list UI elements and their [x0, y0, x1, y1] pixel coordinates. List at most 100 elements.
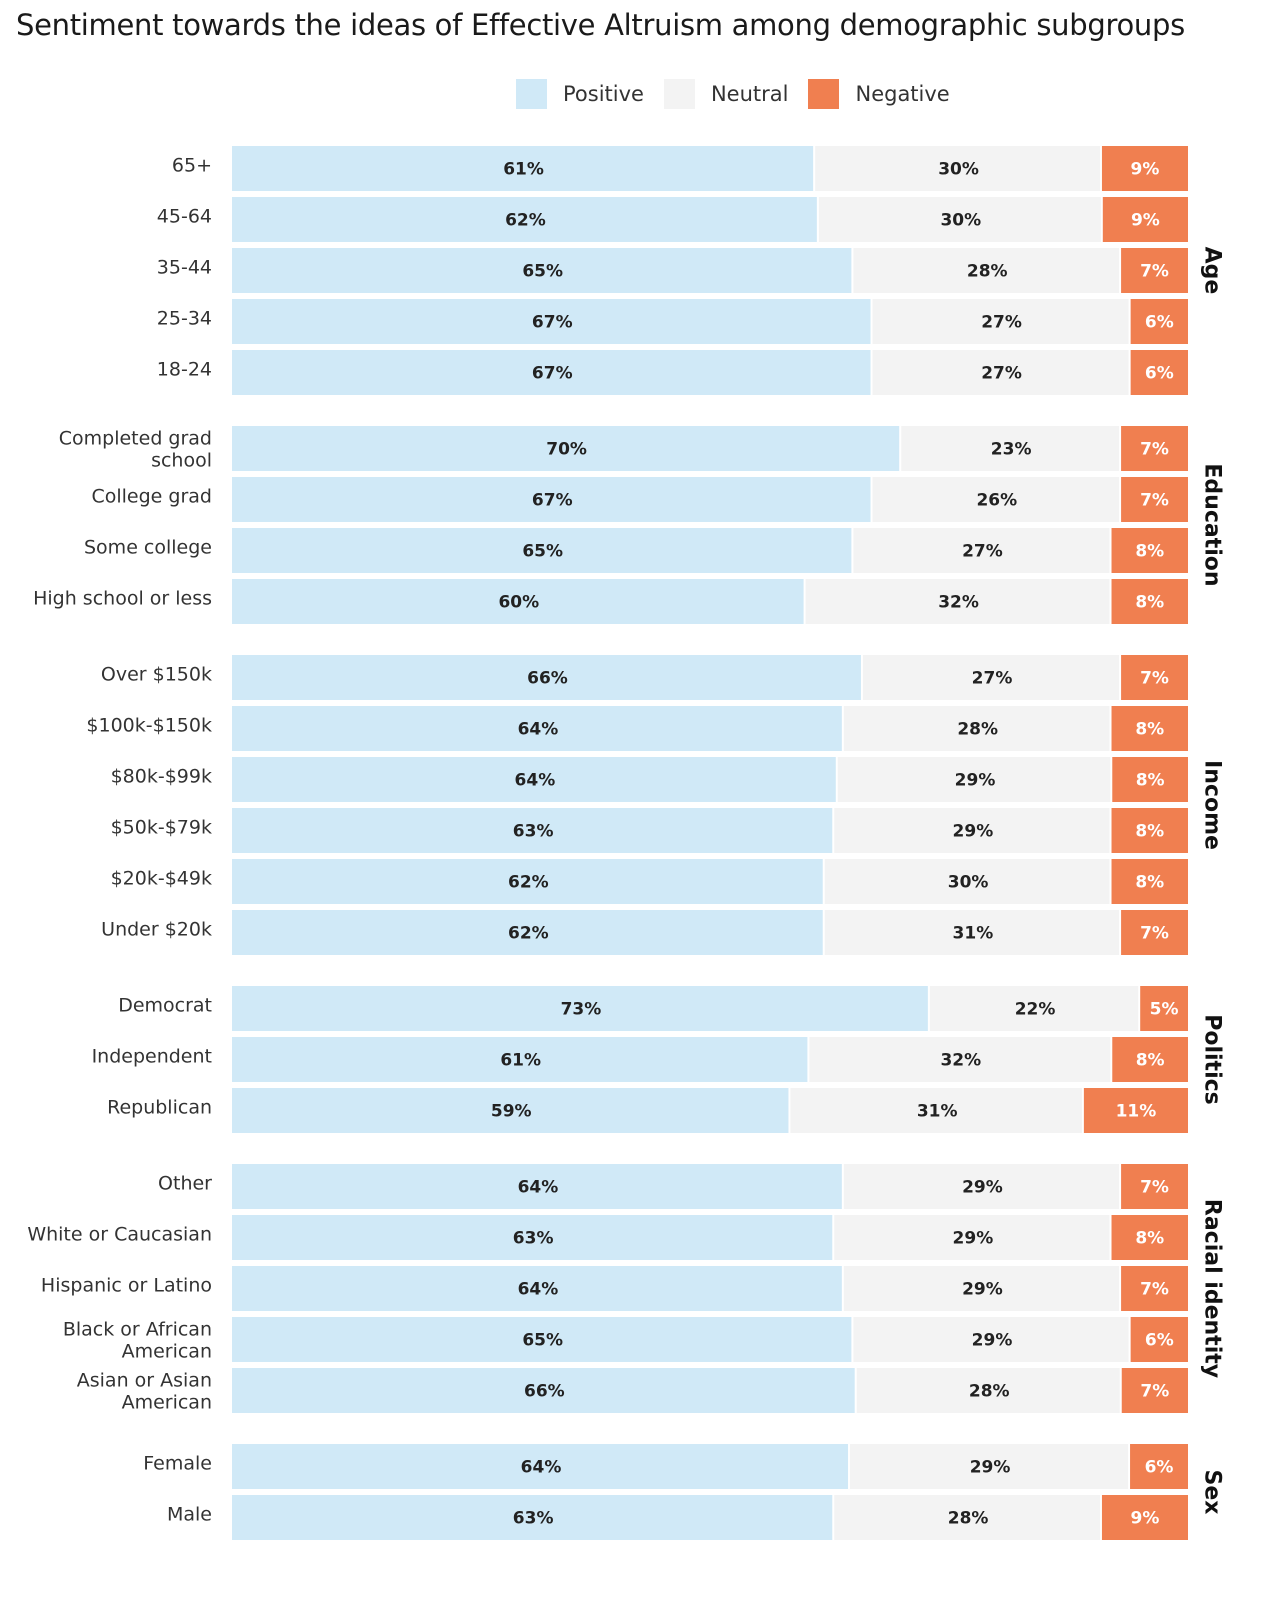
bar-neutral — [824, 859, 1110, 904]
data-label-neutral: 27% — [962, 542, 1003, 562]
bar-positive — [232, 1164, 842, 1209]
bar-negative — [1101, 1495, 1188, 1540]
legend-item-neutral: Neutral — [663, 79, 788, 109]
bar-positive — [232, 579, 804, 624]
category-label: Hispanic or Latino — [41, 1275, 212, 1297]
data-label-positive: 67% — [532, 364, 573, 384]
bar-positive — [232, 859, 823, 904]
data-label-positive: 64% — [518, 1178, 559, 1198]
bar-positive — [232, 1088, 789, 1133]
data-label-positive: 63% — [513, 822, 554, 842]
bar-positive — [232, 1317, 852, 1362]
data-label-negative: 9% — [1131, 160, 1160, 180]
bar-negative — [1102, 197, 1188, 242]
data-label-neutral: 32% — [938, 593, 979, 613]
data-label-neutral: 29% — [962, 1280, 1003, 1300]
bar-negative — [1121, 1368, 1188, 1413]
category-label: $100k-$150k — [86, 715, 212, 737]
data-label-negative: 8% — [1135, 720, 1164, 740]
data-label-neutral: 27% — [972, 669, 1013, 689]
bar-positive — [232, 197, 817, 242]
bar-negative — [1111, 579, 1188, 624]
bar-neutral — [850, 1444, 1129, 1489]
data-label-positive: 73% — [561, 1000, 602, 1020]
category-label: Under $20k — [101, 919, 212, 941]
bar-neutral — [929, 986, 1139, 1031]
data-label-neutral: 29% — [962, 1178, 1003, 1198]
data-label-neutral: 32% — [940, 1051, 981, 1071]
data-label-neutral: 29% — [972, 1331, 1013, 1351]
legend-item-negative: Negative — [808, 79, 950, 109]
category-label: Independent — [92, 1046, 212, 1068]
bar-neutral — [843, 1266, 1120, 1311]
category-label: Completed grad — [59, 428, 212, 450]
data-label-negative: 7% — [1140, 262, 1169, 282]
chart-title: Sentiment towards the ideas of Effective… — [16, 8, 1185, 42]
group-label-age: Age — [1200, 247, 1225, 295]
data-label-negative: 8% — [1135, 1229, 1164, 1249]
bar-neutral — [818, 197, 1101, 242]
data-label-neutral: 23% — [991, 440, 1032, 460]
legend-item-positive: Positive — [516, 79, 644, 109]
data-label-neutral: 31% — [917, 1102, 958, 1122]
data-label-positive: 65% — [522, 1331, 563, 1351]
data-label-positive: 62% — [508, 924, 549, 944]
category-label: 45-64 — [157, 206, 212, 228]
bar-negative — [1121, 655, 1188, 700]
data-label-negative: 7% — [1140, 1178, 1169, 1198]
data-label-neutral: 30% — [948, 873, 989, 893]
bar-negative — [1101, 146, 1188, 191]
bar-neutral — [824, 910, 1120, 955]
data-label-positive: 64% — [521, 1458, 562, 1478]
bar-positive — [232, 350, 871, 395]
legend-swatch-positive — [516, 79, 547, 109]
data-label-negative: 7% — [1140, 924, 1169, 944]
bar-negative — [1130, 1444, 1188, 1489]
category-label: Over $150k — [101, 664, 212, 686]
bar-neutral — [872, 299, 1129, 344]
category-label: Black or African — [63, 1319, 212, 1341]
bar-neutral — [815, 146, 1100, 191]
bar-negative — [1130, 299, 1188, 344]
category-label: Male — [167, 1504, 212, 1526]
legend-swatch-neutral — [663, 79, 695, 109]
category-label: 25-34 — [157, 308, 212, 330]
data-label-positive: 61% — [503, 160, 544, 180]
data-label-negative: 6% — [1145, 1458, 1174, 1478]
data-label-positive: 64% — [518, 1280, 559, 1300]
bar-negative — [1121, 1266, 1188, 1311]
group-label-politics: Politics — [1200, 1014, 1225, 1105]
data-label-negative: 9% — [1131, 211, 1160, 231]
data-label-negative: 8% — [1135, 593, 1164, 613]
bar-positive — [232, 910, 823, 955]
bar-neutral — [872, 350, 1129, 395]
data-label-positive: 70% — [546, 440, 587, 460]
bar-negative — [1130, 1317, 1188, 1362]
data-label-neutral: 31% — [953, 924, 994, 944]
bar-positive — [232, 1215, 833, 1260]
bar-positive — [232, 655, 861, 700]
bar-positive — [232, 248, 852, 293]
category-label: Some college — [84, 537, 212, 559]
category-label: $20k-$49k — [111, 868, 212, 890]
category-label: Asian or Asian — [77, 1370, 212, 1392]
bar-negative — [1111, 808, 1188, 853]
bar-negative — [1121, 910, 1188, 955]
bar-positive — [232, 706, 842, 751]
data-label-neutral: 29% — [955, 771, 996, 791]
data-label-positive: 62% — [508, 873, 549, 893]
data-label-negative: 8% — [1136, 771, 1165, 791]
data-label-neutral: 29% — [953, 822, 994, 842]
bar-positive — [232, 1266, 842, 1311]
bar-negative — [1121, 477, 1188, 522]
category-label: 18-24 — [157, 359, 212, 381]
data-label-neutral: 28% — [967, 262, 1008, 282]
bar-positive — [232, 299, 871, 344]
category-label: Other — [158, 1173, 212, 1195]
bar-neutral — [901, 426, 1120, 471]
data-label-negative: 7% — [1140, 1280, 1169, 1300]
data-label-negative: 9% — [1131, 1509, 1160, 1529]
bar-neutral — [834, 808, 1110, 853]
group-label-income: Income — [1200, 760, 1225, 850]
bar-positive — [232, 986, 928, 1031]
